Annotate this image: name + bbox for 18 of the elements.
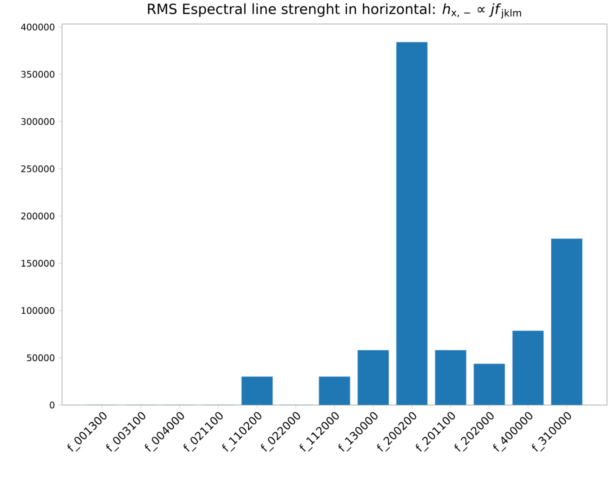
y-tick-label: 200000 [21, 212, 54, 220]
y-tick-label: 50000 [27, 354, 54, 362]
bar [551, 238, 582, 406]
bar [242, 376, 273, 406]
bar [396, 42, 428, 406]
y-tick-label: 100000 [22, 307, 54, 314]
bar [358, 350, 389, 406]
bar [474, 364, 505, 406]
bar [512, 330, 544, 406]
chart-title: RMS Espectral line strenght in horizontal: h$_{x, −}$ ∝ jf$_{jklm}$ [148, 3, 522, 18]
y-tick-label: 350000 [21, 70, 54, 78]
y-tick-label: 0 [50, 402, 54, 408]
y-tick-label: 300000 [21, 118, 54, 125]
bar [319, 376, 350, 406]
y-tick-label: 400000 [21, 24, 54, 30]
bar [435, 350, 466, 406]
y-tick-label: 150000 [22, 260, 54, 267]
y-tick-label: 250000 [21, 165, 54, 172]
